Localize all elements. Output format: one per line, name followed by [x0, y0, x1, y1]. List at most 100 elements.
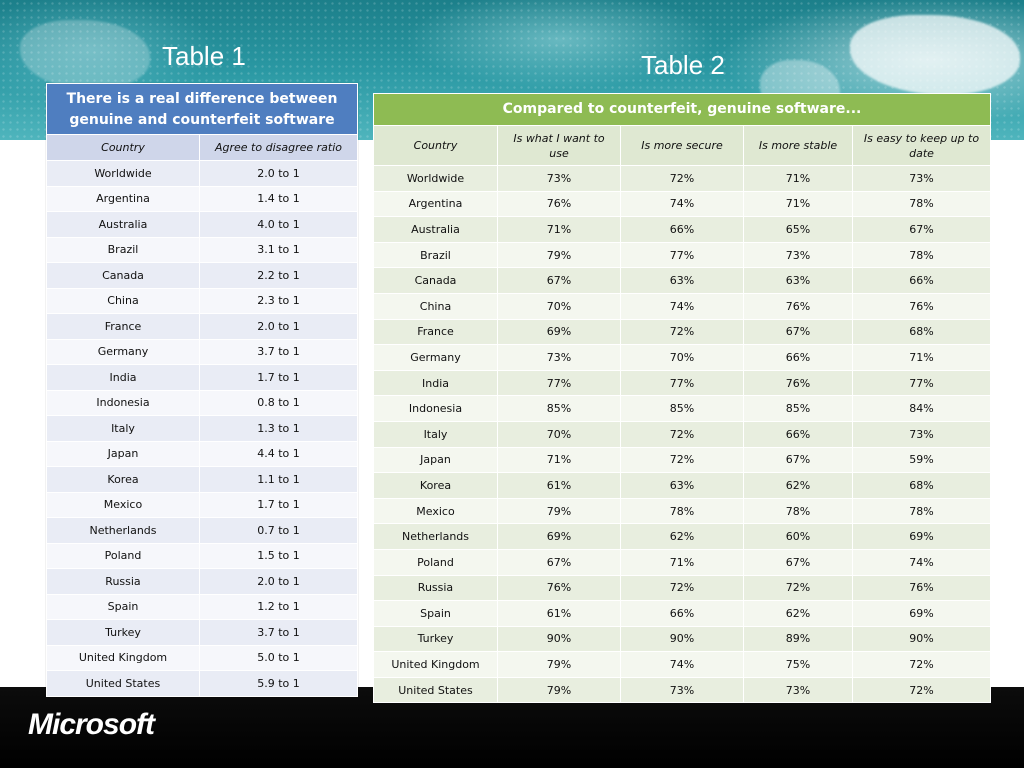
table-row: Worldwide 2.0 to 1 — [47, 160, 357, 186]
percent-cell: 73% — [744, 677, 853, 703]
table2-title: Table 2 — [641, 50, 725, 80]
country-cell: Argentina — [47, 186, 200, 211]
ratio-cell: 3.1 to 1 — [257, 243, 300, 257]
ratio-cell: 2.0 to 1 — [257, 574, 300, 588]
table1-column-header-row: Country Agree to disagree ratio — [47, 134, 357, 160]
table-row: Germany 73% 70% 66% 71% — [374, 344, 990, 370]
table-row: Japan 71% 72% 67% 59% — [374, 446, 990, 473]
ratio-cell: 0.8 to 1 — [257, 396, 300, 410]
country-cell: Australia — [374, 217, 498, 242]
column-header: Is easy to keep up to date — [863, 131, 980, 160]
percent-cell: 67% — [744, 447, 853, 473]
table-row: Russia 76% 72% 72% 76% — [374, 574, 990, 601]
column-header: Agree to disagree ratio — [214, 141, 342, 154]
percent-cell: 75% — [744, 652, 853, 677]
percent-cell: 71% — [498, 447, 621, 473]
percent-cell: 78% — [909, 504, 934, 518]
country-cell: India — [374, 370, 498, 396]
percent-cell: 61% — [498, 601, 621, 626]
table-row: Brazil 79% 77% 73% 78% — [374, 241, 990, 268]
percent-cell: 71% — [909, 350, 934, 364]
country-cell: United Kingdom — [47, 645, 200, 670]
country-cell: Japan — [47, 441, 200, 466]
country-cell: Argentina — [374, 191, 498, 217]
percent-cell: 71% — [744, 191, 853, 217]
percent-cell: 74% — [621, 293, 744, 319]
percent-cell: 73% — [909, 427, 934, 441]
percent-cell: 78% — [621, 498, 744, 524]
table-row: Spain 1.2 to 1 — [47, 593, 357, 619]
country-cell: Mexico — [374, 498, 498, 524]
ratio-cell: 0.7 to 1 — [257, 523, 300, 537]
percent-cell: 73% — [498, 345, 621, 370]
percent-cell: 72% — [621, 319, 744, 345]
country-cell: Australia — [47, 212, 200, 237]
ratio-cell: 4.4 to 1 — [257, 447, 300, 461]
country-cell: France — [374, 319, 498, 345]
country-cell: India — [47, 365, 200, 390]
map-landmass — [850, 15, 1020, 95]
country-cell: Indonesia — [47, 390, 200, 415]
percent-cell: 59% — [909, 453, 934, 467]
percent-cell: 72% — [909, 658, 934, 672]
percent-cell: 70% — [621, 345, 744, 370]
percent-cell: 89% — [744, 626, 853, 652]
percent-cell: 76% — [744, 370, 853, 396]
percent-cell: 79% — [498, 498, 621, 524]
table-row: France 2.0 to 1 — [47, 313, 357, 339]
percent-cell: 74% — [621, 191, 744, 217]
ratio-cell: 1.7 to 1 — [257, 370, 300, 384]
ratio-cell: 4.0 to 1 — [257, 217, 300, 231]
percent-cell: 69% — [498, 524, 621, 549]
table-row: Worldwide 73% 72% 71% 73% — [374, 165, 990, 191]
world-map-banner — [0, 0, 1024, 140]
percent-cell: 65% — [744, 217, 853, 242]
table-row: China 2.3 to 1 — [47, 287, 357, 313]
percent-cell: 71% — [498, 217, 621, 242]
country-cell: China — [47, 288, 200, 313]
percent-cell: 73% — [909, 171, 934, 185]
table-row: Mexico 79% 78% 78% 78% — [374, 497, 990, 524]
percent-cell: 77% — [621, 370, 744, 396]
percent-cell: 66% — [909, 274, 934, 288]
ratio-cell: 2.2 to 1 — [257, 268, 300, 282]
percent-cell: 72% — [621, 421, 744, 447]
table-row: Turkey 90% 90% 89% 90% — [374, 625, 990, 652]
country-cell: Worldwide — [47, 161, 200, 186]
column-header: Country — [374, 126, 498, 165]
percent-cell: 78% — [909, 197, 934, 211]
ratio-cell: 3.7 to 1 — [257, 625, 300, 639]
percent-cell: 70% — [498, 293, 621, 319]
ratio-cell: 1.4 to 1 — [257, 192, 300, 206]
percent-cell: 67% — [498, 549, 621, 575]
country-cell: Russia — [374, 575, 498, 601]
table-row: France 69% 72% 67% 68% — [374, 318, 990, 345]
ratio-cell: 3.7 to 1 — [257, 345, 300, 359]
country-cell: Germany — [374, 345, 498, 370]
table-row: Turkey 3.7 to 1 — [47, 619, 357, 645]
percent-cell: 62% — [621, 524, 744, 549]
percent-cell: 77% — [621, 242, 744, 268]
percent-cell: 71% — [621, 549, 744, 575]
country-cell: Indonesia — [374, 396, 498, 421]
percent-cell: 68% — [909, 478, 934, 492]
country-cell: United States — [374, 677, 498, 703]
table-row: China 70% 74% 76% 76% — [374, 292, 990, 319]
country-cell: United Kingdom — [374, 652, 498, 677]
table-row: India 77% 77% 76% 77% — [374, 369, 990, 396]
country-cell: Mexico — [47, 492, 200, 517]
country-cell: Brazil — [47, 237, 200, 262]
country-cell: Canada — [47, 263, 200, 288]
percent-cell: 76% — [498, 575, 621, 601]
table-row: Canada 67% 63% 63% 66% — [374, 267, 990, 293]
country-cell: Turkey — [374, 626, 498, 652]
column-header: Is more secure — [621, 126, 744, 165]
country-cell: Poland — [47, 543, 200, 568]
table-row: United Kingdom 79% 74% 75% 72% — [374, 651, 990, 677]
country-cell: Brazil — [374, 242, 498, 268]
percent-cell: 69% — [909, 606, 934, 620]
table-row: Spain 61% 66% 62% 69% — [374, 600, 990, 626]
column-header: Country — [47, 135, 200, 160]
percent-cell: 67% — [909, 222, 934, 236]
percent-cell: 78% — [909, 248, 934, 262]
